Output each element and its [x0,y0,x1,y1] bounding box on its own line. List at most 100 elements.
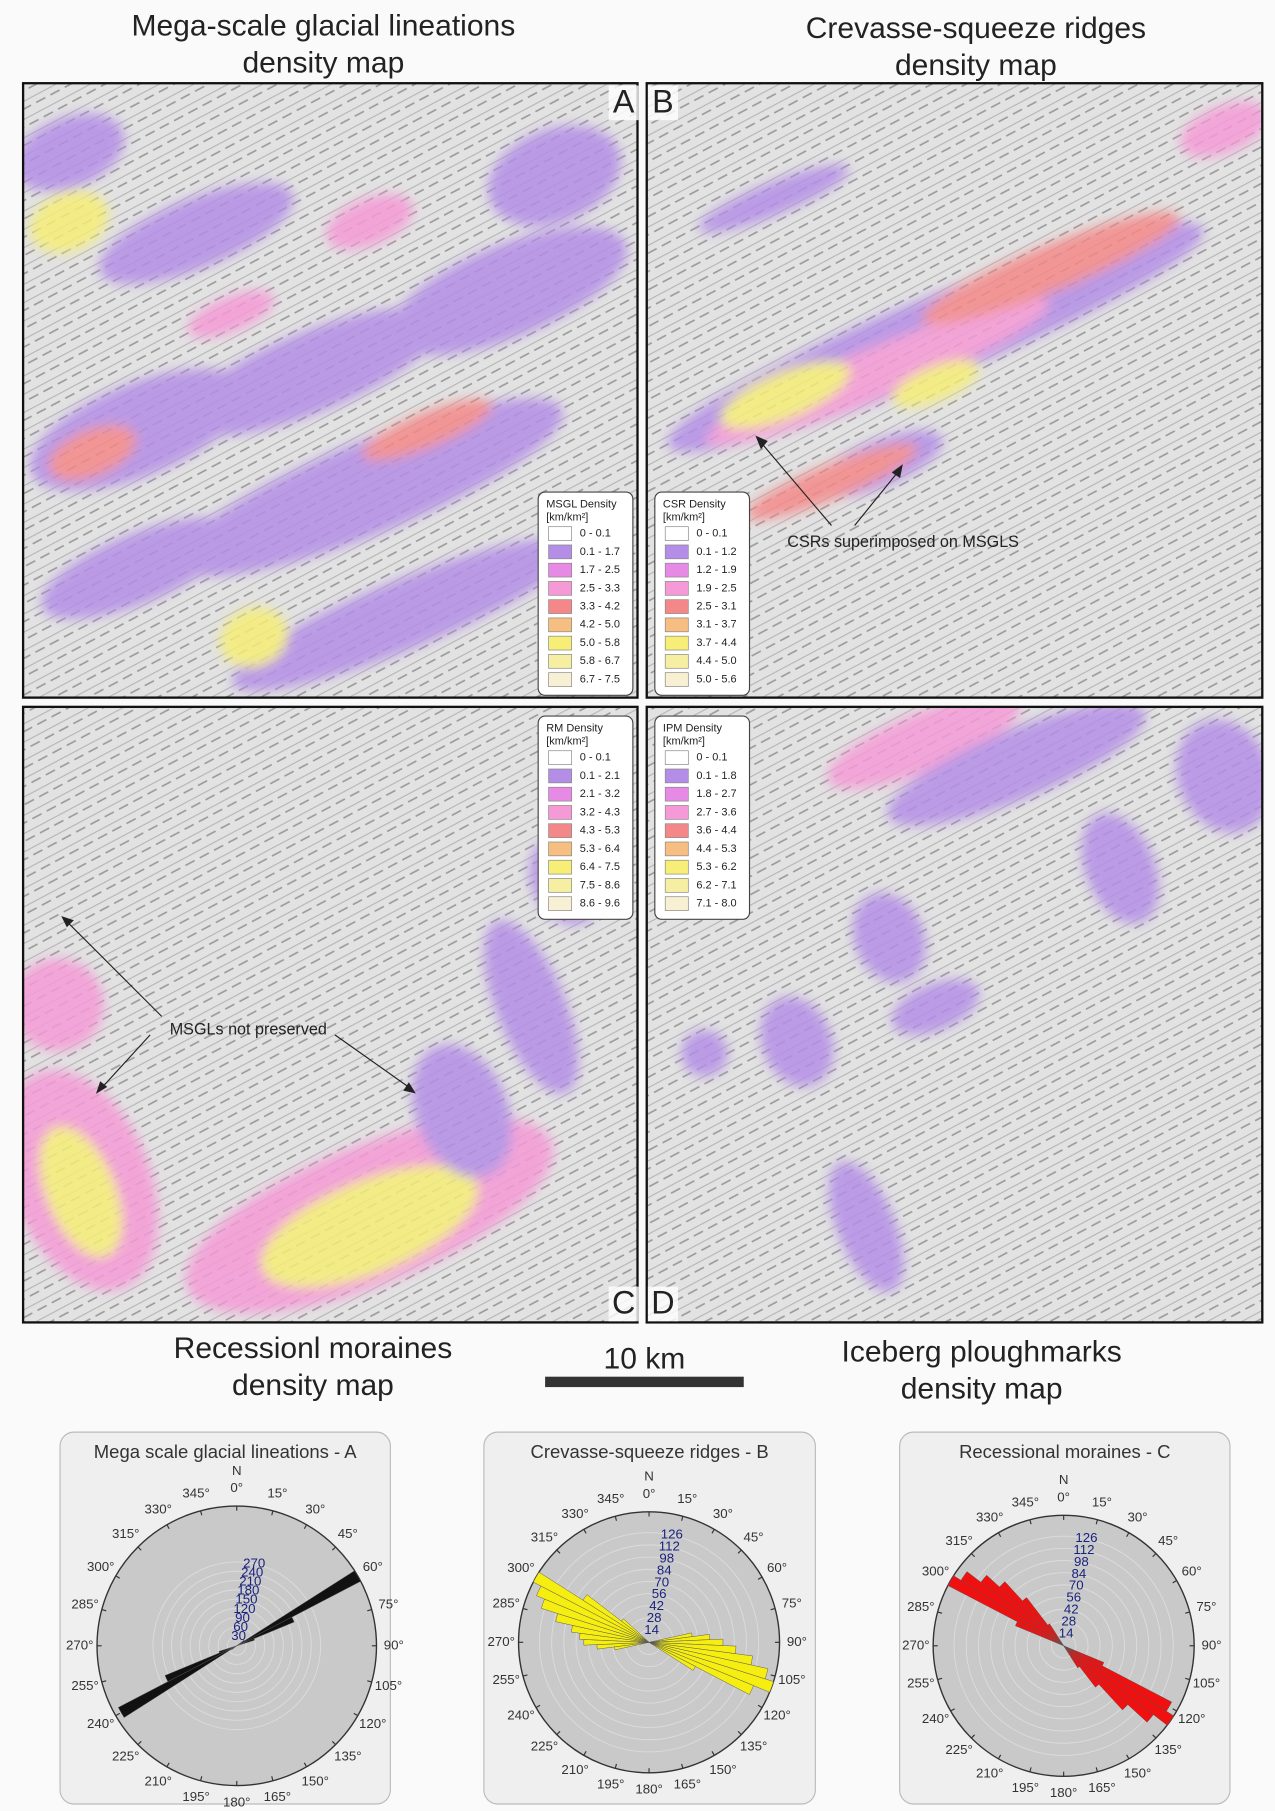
legend-swatch [665,769,688,783]
angle-label: 270° [66,1637,93,1652]
angle-label: 240° [507,1708,534,1723]
legend-swatch [549,751,572,765]
legend-label: 4.2 - 5.0 [580,619,620,631]
angle-label: 255° [907,1676,934,1691]
angle-label: 315° [945,1533,972,1548]
angle-label: 45° [338,1526,358,1541]
legend-swatch [549,860,572,874]
legend-swatch [665,600,688,614]
legend-swatch [549,842,572,856]
panel-letter: B [652,84,674,120]
angle-label: 180° [635,1782,662,1797]
legend-swatch [665,751,688,765]
angle-label: 0° [643,1486,656,1501]
legend-title: RM Density [546,723,603,735]
legend-swatch [549,673,572,687]
angle-label: 135° [334,1748,361,1763]
rose-title: Recessional moraines - C [959,1441,1170,1462]
north-label: N [644,1469,654,1484]
legend-title: MSGL Density [546,499,617,511]
angle-label: 60° [767,1560,787,1575]
legend-swatch [665,673,688,687]
legend-swatch [549,805,572,819]
legend-label: 0.1 - 1.8 [696,770,736,782]
legend-swatch [665,787,688,801]
north-label: N [232,1463,242,1478]
legend-swatch [665,545,688,559]
legend-label: 0 - 0.1 [696,528,727,540]
legend-unit: [km/km²] [546,735,588,747]
legend-label: 1.9 - 2.5 [696,582,736,594]
angle-label: 15° [1092,1495,1112,1510]
rose-title: Crevasse-squeeze ridges - B [531,1441,769,1462]
angle-label: 60° [1182,1563,1202,1578]
angle-label: 105° [375,1678,402,1693]
panel-letter: D [651,1285,674,1321]
panel-title: density map [242,47,404,80]
angle-label: 195° [182,1789,209,1804]
panel-title: density map [895,49,1057,82]
legend-swatch [549,636,572,650]
radial-tick-label: 126 [1075,1530,1097,1545]
legend-swatch [549,527,572,541]
panel-letter: C [612,1285,635,1321]
angle-label: 300° [922,1563,949,1578]
angle-label: 315° [531,1529,558,1544]
legend-label: 2.5 - 3.1 [696,601,736,613]
panel-title: Mega-scale glacial lineations [131,10,515,43]
legend-label: 7.1 - 8.0 [696,898,736,910]
legend-label: 0.1 - 2.1 [580,770,620,782]
scale-bar [545,1377,744,1387]
angle-label: 0° [230,1480,243,1495]
panel-title: density map [232,1369,394,1402]
panel-title: Crevasse-squeeze ridges [806,12,1146,45]
angle-label: 225° [112,1748,139,1763]
legend-swatch [549,654,572,668]
angle-label: 60° [363,1559,383,1574]
panel-letter: A [613,84,635,120]
angle-label: 90° [384,1637,404,1652]
legend-label: 8.6 - 9.6 [580,898,620,910]
angle-label: 285° [493,1596,520,1611]
angle-label: 75° [782,1596,802,1611]
angle-label: 270° [902,1637,929,1652]
rose-diagram: Recessional moraines - C0°15°30°45°60°75… [900,1432,1230,1804]
angle-label: 195° [597,1777,624,1792]
angle-label: 105° [778,1672,805,1687]
angle-label: 210° [144,1773,171,1788]
legend-label: 0 - 0.1 [580,752,611,764]
legend-swatch [549,618,572,632]
angle-label: 330° [144,1501,171,1516]
angle-label: 120° [1178,1711,1205,1726]
angle-label: 180° [1050,1785,1077,1800]
angle-label: 90° [1201,1637,1221,1652]
legend-swatch [549,600,572,614]
legend-swatch [665,563,688,577]
angle-label: 135° [740,1738,767,1753]
legend-swatch [665,805,688,819]
legend-title: CSR Density [663,499,726,511]
legend-unit: [km/km²] [663,511,705,523]
legend: CSR Density[km/km²]0 - 0.10.1 - 1.21.2 -… [655,492,750,695]
angle-label: 240° [87,1716,114,1731]
figure: Mega-scale glacial lineations density map… [0,0,1275,1811]
legend-label: 3.7 - 4.4 [696,637,736,649]
angle-label: 330° [976,1509,1003,1524]
legend-unit: [km/km²] [663,735,705,747]
angle-label: 225° [531,1738,558,1753]
legend-swatch [549,787,572,801]
angle-label: 345° [597,1491,624,1506]
rose-diagram: Crevasse-squeeze ridges - B0°15°30°45°60… [484,1432,815,1804]
legend-label: 5.3 - 6.4 [580,843,620,855]
legend-label: 6.4 - 7.5 [580,861,620,873]
legend-swatch [549,545,572,559]
legend-label: 6.2 - 7.1 [696,879,736,891]
legend-label: 0 - 0.1 [580,528,611,540]
legend-swatch [549,878,572,892]
legend-swatch [549,581,572,595]
legend-swatch [665,654,688,668]
legend: IPM Density[km/km²]0 - 0.10.1 - 1.81.8 -… [655,716,750,919]
legend-label: 0 - 0.1 [696,752,727,764]
angle-label: 240° [922,1711,949,1726]
rose-title: Mega scale glacial lineations - A [94,1441,357,1462]
